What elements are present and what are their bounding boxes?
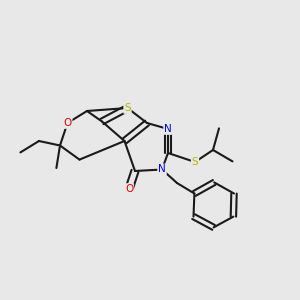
Text: S: S bbox=[192, 157, 198, 167]
Text: O: O bbox=[125, 184, 133, 194]
Text: N: N bbox=[164, 124, 172, 134]
Text: S: S bbox=[124, 103, 131, 113]
Text: N: N bbox=[158, 164, 166, 175]
Text: O: O bbox=[63, 118, 72, 128]
